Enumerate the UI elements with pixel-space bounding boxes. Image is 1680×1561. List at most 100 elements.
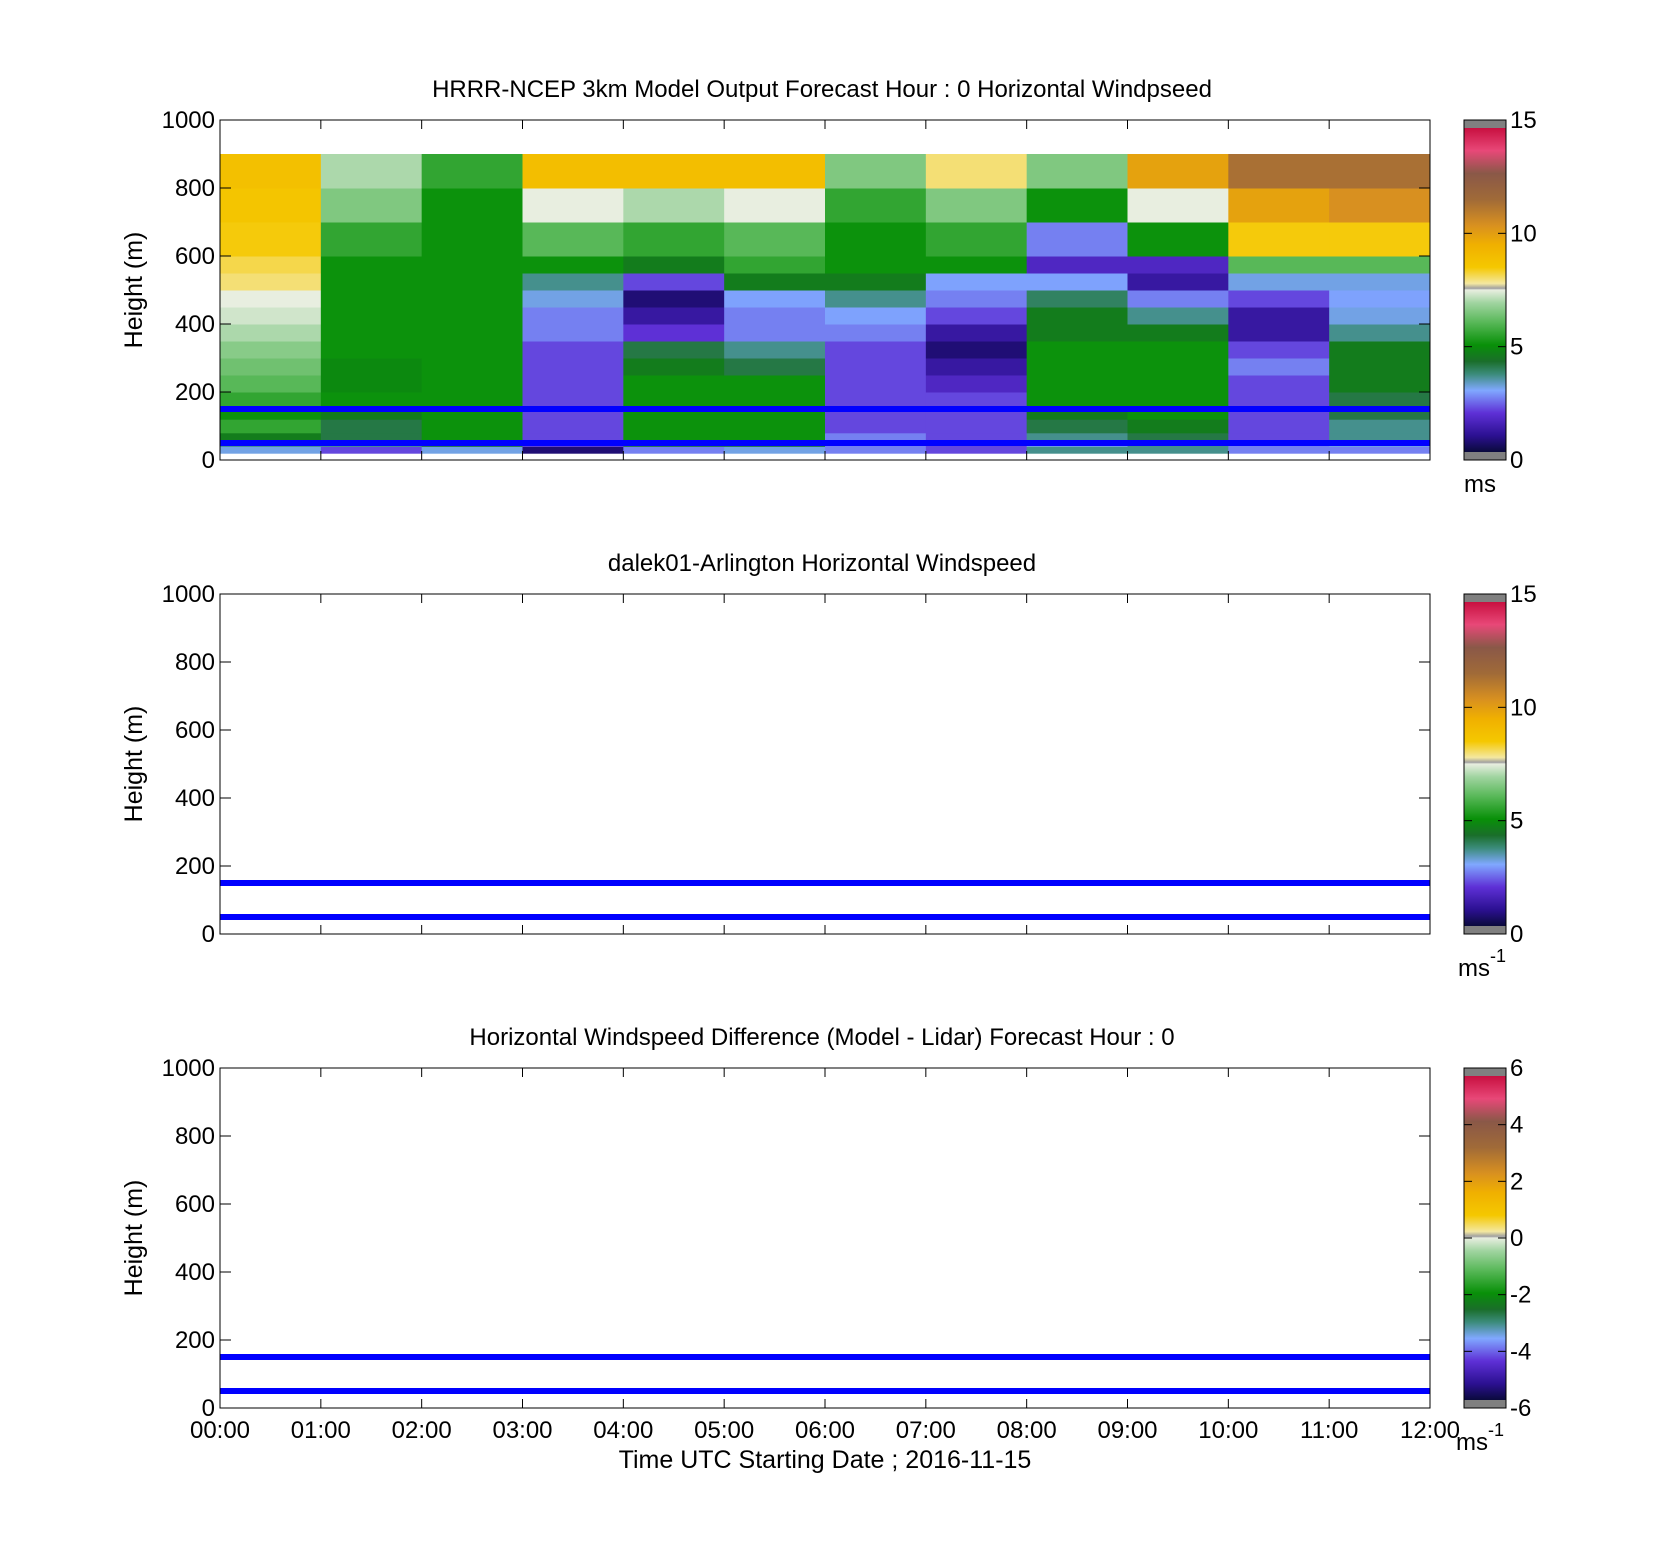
y-ticks: 0 200 400 600 800 1000: [162, 1055, 1430, 1422]
y-tick-label: 400: [175, 311, 215, 338]
heatmap-cell: [1329, 222, 1431, 257]
lidar-panel: dalek01-Arlington Horizontal Windspeed 0…: [120, 550, 1537, 982]
colorbar: 0 5 10 15 ms-1: [1458, 581, 1537, 982]
heatmap-cell: [522, 446, 624, 454]
heatmap-cell: [421, 273, 523, 291]
heatmap-cell: [1329, 446, 1431, 454]
heatmap-cell: [320, 256, 423, 274]
y-tick-label: 200: [175, 1327, 215, 1354]
x-tick-label: 00:00: [190, 1417, 250, 1444]
colorbar-gradient: [1464, 602, 1506, 926]
heatmap-cell: [1127, 341, 1229, 359]
heatmap-cell: [1228, 432, 1330, 441]
panel-1-title: HRRR-NCEP 3km Model Output Forecast Hour…: [432, 76, 1212, 103]
heatmap-cell: [925, 154, 1028, 189]
heatmap-cell: [623, 222, 725, 257]
heatmap-cell: [220, 273, 322, 291]
heatmap-cell: [825, 392, 927, 407]
x-tick-label: 02:00: [392, 1417, 452, 1444]
x-tick-label: 12:00: [1400, 1417, 1460, 1444]
colorbar-gradient: [1464, 128, 1506, 452]
heatmap-cell: [925, 256, 1028, 274]
heatmap-cell: [925, 446, 1028, 454]
heatmap-cell: [724, 154, 826, 189]
heatmap-cell: [220, 307, 322, 325]
heatmap-cell: [220, 256, 322, 274]
heatmap-cell: [1026, 273, 1128, 291]
heatmap-cell: [1026, 419, 1128, 434]
y-tick-label: 1000: [162, 581, 215, 608]
heatmap-cell: [522, 375, 624, 393]
heatmap-cell: [1127, 375, 1229, 393]
heatmap-cell: [1228, 375, 1330, 393]
colorbar-ticks: 0 5 10 15: [1464, 107, 1537, 474]
y-tick-label: 800: [175, 649, 215, 676]
heatmap-cell: [925, 358, 1028, 376]
colorbar-cap-top: [1464, 120, 1506, 128]
colorbar-ticks: -6 -4 -2 0 2 4 6: [1464, 1055, 1531, 1422]
colorbar-tick-label: 5: [1510, 808, 1523, 835]
overlay-lines: [220, 406, 1430, 446]
colorbar-cap-top: [1464, 1068, 1506, 1076]
heatmap-cell: [421, 324, 523, 342]
heatmap-cell: [1026, 375, 1128, 393]
heatmap-cell: [421, 307, 523, 325]
y-tick-label: 400: [175, 1259, 215, 1286]
heatmap-cell: [1228, 188, 1330, 223]
y-tick-label: 1000: [162, 107, 215, 134]
heatmap-cell: [825, 324, 927, 342]
heatmap-cell: [925, 392, 1028, 407]
heatmap-cell: [1228, 307, 1330, 325]
colorbar-tick-label: -4: [1510, 1338, 1531, 1365]
colorbar-unit: ms-1: [1458, 946, 1506, 982]
y-axis-label: Height (m): [120, 706, 148, 823]
heatmap-cell: [421, 290, 523, 308]
heatmap-cell: [421, 154, 523, 189]
heatmap-cell: [220, 375, 322, 393]
heatmap-cell: [220, 392, 322, 407]
heatmap-cell: [1329, 392, 1431, 407]
heatmap-cell: [1127, 307, 1229, 325]
heatmap-cell: [925, 188, 1028, 223]
heatmap-cell: [623, 154, 725, 189]
y-tick-label: 200: [175, 379, 215, 406]
heatmap-cell: [1228, 222, 1330, 257]
heatmap-cell: [1127, 154, 1229, 189]
colorbar-tick-label: 10: [1510, 694, 1537, 721]
y-ticks: 0 200 400 600 800 1000: [162, 581, 1430, 948]
heatmap-cell: [825, 188, 927, 223]
heatmap-cell: [220, 290, 322, 308]
x-tick-label: 11:00: [1300, 1417, 1358, 1444]
heatmap-cell: [220, 446, 322, 454]
colorbar-tick-label: -2: [1510, 1282, 1531, 1309]
heatmap-cell: [320, 419, 423, 434]
heatmap-cell: [522, 290, 624, 308]
heatmap-cell: [220, 154, 322, 189]
heatmap-cell: [1228, 419, 1330, 434]
heatmap-cell: [320, 324, 423, 342]
colorbar-tick-label: -6: [1510, 1395, 1531, 1422]
heatmap-cell: [825, 446, 927, 454]
heatmap-cell: [320, 446, 423, 454]
heatmap-cell: [1026, 341, 1128, 359]
heatmap-cell: [320, 290, 423, 308]
x-ticks: [219, 594, 1431, 934]
x-ticks: 00:00 01:00 02:00 03:00 04:00 05:00 06:00 07:00…: [190, 1068, 1460, 1444]
heatmap-cell: [825, 341, 927, 359]
heatmap-cell: [421, 419, 523, 434]
heatmap-cell: [522, 307, 624, 325]
heatmap-cell: [421, 188, 523, 223]
heatmap-cell: [925, 324, 1028, 342]
heatmap-cell: [724, 222, 826, 257]
heatmap-cell: [825, 419, 927, 434]
colorbar-tick-label: 0: [1510, 1225, 1523, 1252]
x-ticks: [219, 120, 1431, 460]
heatmap-cell: [623, 358, 725, 376]
heatmap-cell: [825, 256, 927, 274]
y-tick-label: 800: [175, 175, 215, 202]
heatmap-cell: [1026, 432, 1128, 441]
heatmap-cell: [925, 432, 1028, 441]
difference-panel: Horizontal Windspeed Difference (Model -…: [120, 1024, 1531, 1474]
heatmap-cell: [623, 324, 725, 342]
